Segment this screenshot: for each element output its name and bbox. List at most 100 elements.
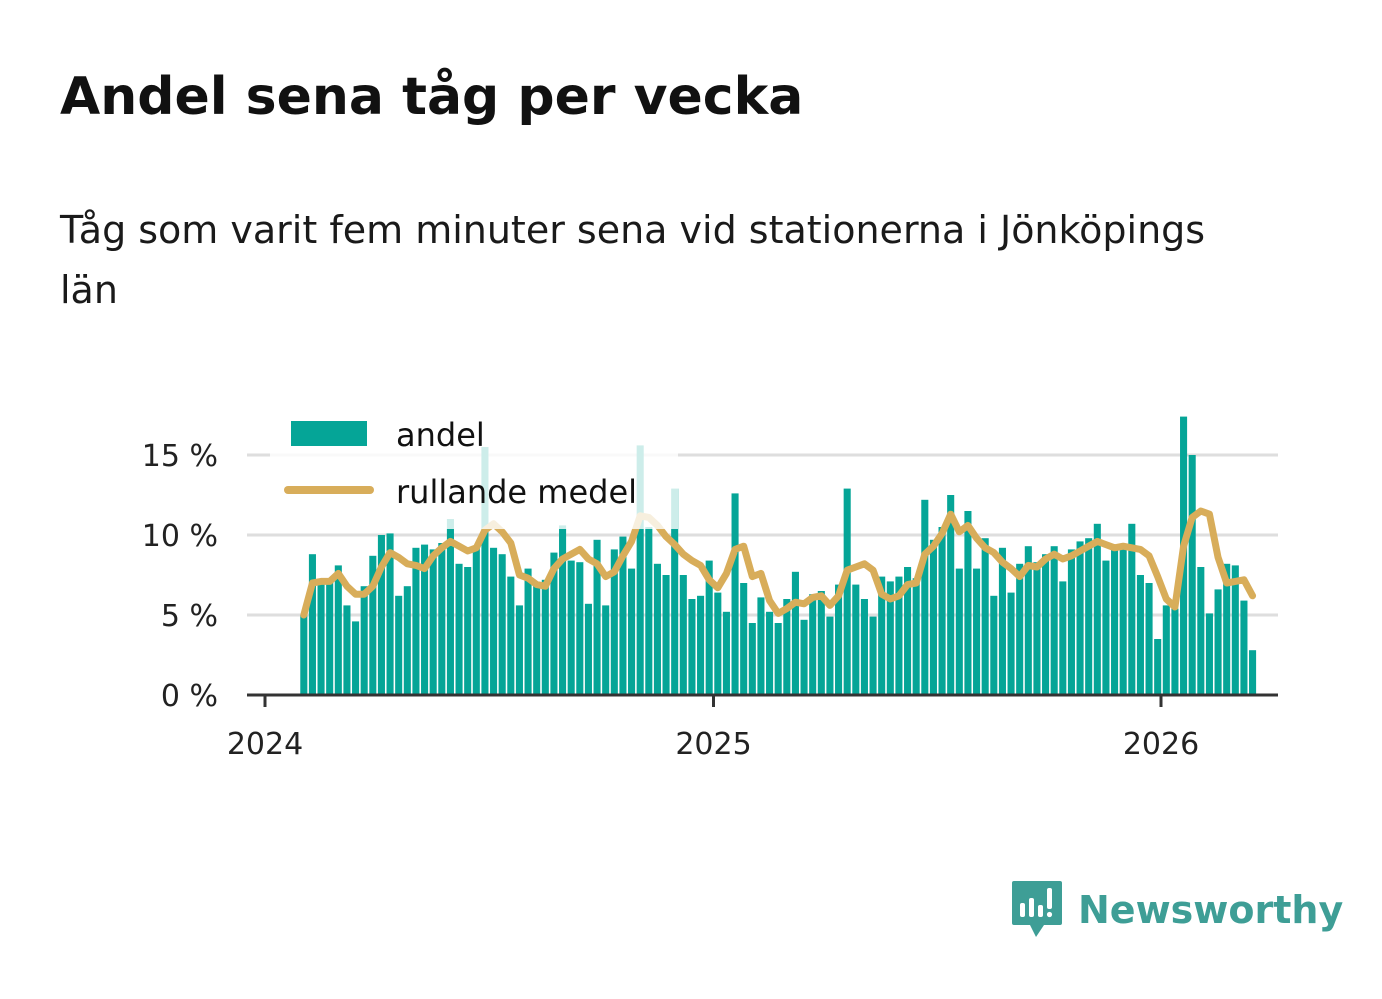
bar-andel — [403, 586, 411, 695]
bar-andel — [1249, 650, 1257, 695]
bar-andel — [610, 549, 618, 695]
bar-andel — [809, 594, 817, 695]
legend: andel rullande medel — [270, 405, 678, 529]
bar-andel — [1240, 600, 1248, 695]
bar-andel — [421, 544, 429, 695]
bar-andel — [602, 605, 610, 695]
bar-andel — [1145, 583, 1153, 695]
bar-andel — [705, 560, 713, 695]
bar-andel — [1067, 549, 1075, 695]
bar-andel — [464, 567, 472, 695]
bar-andel — [1050, 546, 1058, 695]
bar-andel — [576, 562, 584, 695]
line-series-rullande-medel — [300, 507, 1257, 619]
bar-andel — [938, 527, 946, 695]
bar-andel — [1154, 639, 1162, 695]
x-tick-label-2024: 2024 — [227, 727, 303, 762]
bar-andel — [679, 575, 687, 695]
bar-andel — [722, 611, 730, 695]
bar-andel — [628, 568, 636, 695]
bar-andel — [1024, 546, 1032, 695]
bar-andel — [869, 616, 877, 695]
bar-andel — [1188, 455, 1196, 695]
chart-subtitle: Tåg som varit fem minuter sena vid stati… — [60, 208, 1206, 312]
bar-andel — [1205, 613, 1213, 695]
axes: 0 % 5 % 10 % 15 % 2024 2025 2026 — [142, 439, 1278, 762]
bar-andel — [429, 549, 437, 695]
bar-andel — [929, 539, 937, 695]
line-rullande-medel — [300, 507, 1257, 619]
bar-andel — [791, 571, 799, 695]
bar-andel — [860, 599, 868, 695]
bar-andel — [515, 605, 523, 695]
bar-andel — [360, 586, 368, 695]
bar-andel — [1059, 581, 1067, 695]
bar-andel — [990, 595, 998, 695]
bar-andel — [1016, 563, 1024, 695]
x-tick-label-2025: 2025 — [675, 727, 751, 762]
bar-andel — [783, 599, 791, 695]
newsworthy-logo: Newsworthy — [1010, 878, 1343, 942]
bar-andel — [843, 488, 851, 695]
bar-andel — [921, 499, 929, 695]
bar-andel — [1076, 541, 1084, 695]
bar-andel — [1007, 592, 1015, 695]
bar-andel — [377, 535, 385, 695]
bar-andel — [800, 619, 808, 695]
bar-andel — [446, 519, 454, 695]
bar-andel — [748, 623, 756, 695]
bar-andel — [619, 536, 627, 695]
bar-andel — [636, 445, 644, 695]
bar-andel — [671, 488, 679, 695]
bar-andel — [973, 568, 981, 695]
bar-andel — [904, 567, 912, 695]
bar-andel — [481, 447, 489, 695]
bar-andel — [567, 560, 575, 695]
bar-andel — [1102, 560, 1110, 695]
bar-andel — [308, 554, 316, 695]
chart-title: Andel sena tåg per vecka — [60, 67, 804, 127]
bar-andel — [1128, 523, 1136, 695]
bar-andel — [326, 583, 334, 695]
y-tick-label-0: 0 % — [161, 679, 218, 714]
bar-andel — [1171, 608, 1179, 695]
bar-andel — [343, 605, 351, 695]
bar-andel — [731, 493, 739, 695]
bar-andel — [317, 583, 325, 695]
bar-andel — [412, 547, 420, 695]
bar-andel — [774, 623, 782, 695]
bar-andel — [852, 584, 860, 695]
bar-andel — [584, 603, 592, 695]
bar-andel — [1111, 549, 1119, 695]
legend-swatch-andel — [291, 421, 367, 446]
bar-andel — [998, 547, 1006, 695]
newsworthy-logo-text: Newsworthy — [1078, 888, 1344, 932]
bar-andel — [507, 576, 515, 695]
bar-andel — [878, 576, 886, 695]
y-tick-label-10: 10 % — [142, 519, 218, 554]
bar-andel — [550, 552, 558, 695]
bar-andel — [1197, 567, 1205, 695]
bar-andel — [1085, 538, 1093, 695]
bar-andel — [1119, 549, 1127, 695]
bar-andel — [645, 527, 653, 695]
bar-andel — [895, 576, 903, 695]
bar-andel — [826, 616, 834, 695]
bar-andel — [757, 597, 765, 695]
bar-andel — [766, 611, 774, 695]
bar-andel — [662, 575, 670, 695]
bar-andel — [300, 615, 308, 695]
bar-andel — [817, 591, 825, 695]
bar-andel — [533, 583, 541, 695]
bar-andel — [1033, 562, 1041, 695]
bar-andel — [334, 565, 342, 695]
bar-andel — [1214, 589, 1222, 695]
bar-andel — [1042, 554, 1050, 695]
bar-andel — [740, 583, 748, 695]
bar-andel — [438, 543, 446, 695]
bar-andel — [1223, 563, 1231, 695]
bar-andel — [1093, 523, 1101, 695]
bar-andel — [455, 563, 463, 695]
bar-series-andel — [300, 416, 1257, 695]
